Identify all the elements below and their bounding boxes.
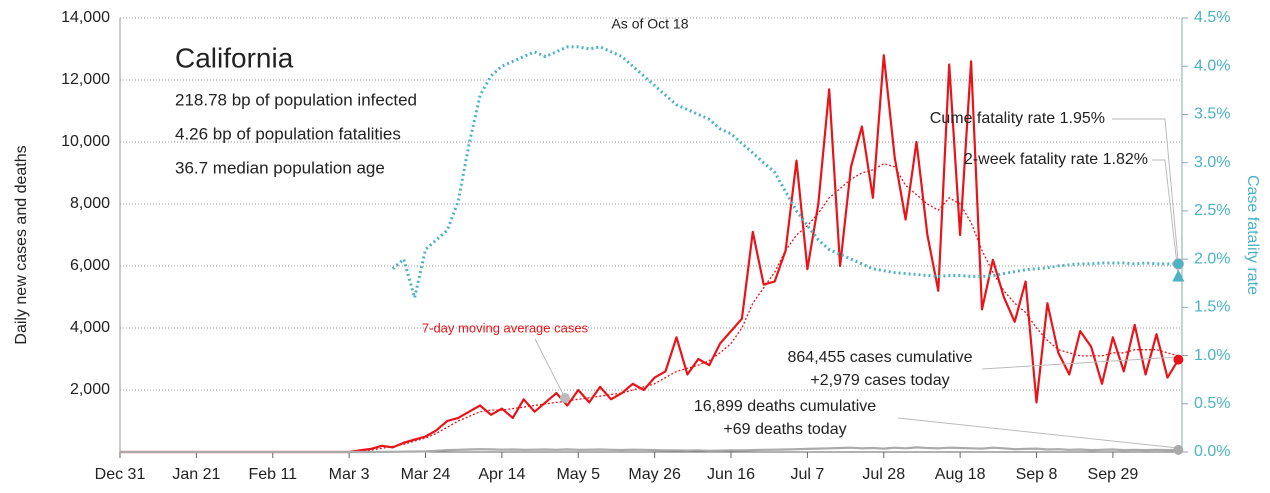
y2-tick-label: 4.5% (1194, 9, 1230, 26)
leader-line (534, 338, 566, 399)
chart-title: California (175, 42, 294, 73)
x-tick-label: Aug 18 (935, 466, 986, 483)
y2-axis-title: Case fatality rate (1244, 175, 1261, 295)
annotation: +2,979 cases today (810, 372, 949, 389)
y-tick-label: 2,000 (70, 381, 110, 398)
y2-tick-label: 4.0% (1194, 57, 1230, 74)
end-marker (1172, 258, 1184, 270)
info-line: 218.78 bp of population infected (175, 90, 417, 109)
y-tick-label: 12,000 (61, 71, 110, 88)
dotted-line (391, 45, 1179, 300)
y2-tick-label: 1.0% (1194, 347, 1230, 364)
x-tick-label: Mar 3 (329, 466, 370, 483)
info-line: 36.7 median population age (175, 158, 385, 177)
y-tick-label: 4,000 (70, 319, 110, 336)
x-tick-label: Jul 7 (790, 466, 824, 483)
y2-tick-label: 3.5% (1194, 106, 1230, 123)
annotation: 7-day moving average cases (422, 320, 589, 335)
line (120, 446, 1179, 454)
annotation: Cume fatality rate 1.95% (930, 110, 1105, 127)
annotation: 2-week fatality rate 1.82% (964, 151, 1148, 168)
y2-tick-label: 1.5% (1194, 299, 1230, 316)
x-tick-label: Jan 21 (172, 466, 220, 483)
y-axis-title: Daily new cases and deaths (13, 145, 30, 344)
y2-tick-label: 3.0% (1194, 154, 1230, 171)
annotation: 16,899 deaths cumulative (694, 398, 876, 415)
y2-tick-label: 0.0% (1194, 443, 1230, 460)
x-tick-label: Dec 31 (95, 466, 146, 483)
end-marker (560, 393, 570, 403)
leader-line (1152, 159, 1179, 277)
subtitle: As of Oct 18 (611, 16, 688, 32)
x-tick-label: May 26 (628, 466, 681, 483)
y2-tick-label: 0.5% (1194, 395, 1230, 412)
end-marker (1172, 269, 1185, 282)
leader-line (897, 417, 1179, 449)
line (120, 54, 1180, 454)
y-tick-label: 10,000 (61, 133, 110, 150)
x-tick-label: May 5 (556, 466, 600, 483)
end-marker (1173, 444, 1184, 455)
x-tick-label: Feb 11 (248, 466, 297, 483)
y2-tick-label: 2.5% (1194, 202, 1230, 219)
x-tick-label: Apr 14 (478, 466, 525, 483)
x-tick-label: Mar 24 (401, 466, 451, 483)
info-line: 4.26 bp of population fatalities (175, 124, 401, 143)
x-tick-label: Sep 29 (1088, 466, 1139, 483)
annotation: 864,455 cases cumulative (788, 349, 973, 366)
y-tick-label: 14,000 (61, 9, 110, 26)
x-tick-label: Jul 28 (862, 466, 905, 483)
leader-line (1112, 118, 1179, 264)
dotted-line (120, 163, 1179, 453)
end-marker (1173, 354, 1184, 365)
x-tick-label: Jun 16 (707, 466, 755, 483)
y2-tick-label: 2.0% (1194, 250, 1230, 267)
x-tick-label: Sep 8 (1016, 466, 1058, 483)
y-tick-label: 8,000 (70, 195, 110, 212)
leader-line (981, 356, 1179, 370)
y-tick-label: 6,000 (70, 257, 110, 274)
annotation: +69 deaths today (723, 421, 846, 438)
